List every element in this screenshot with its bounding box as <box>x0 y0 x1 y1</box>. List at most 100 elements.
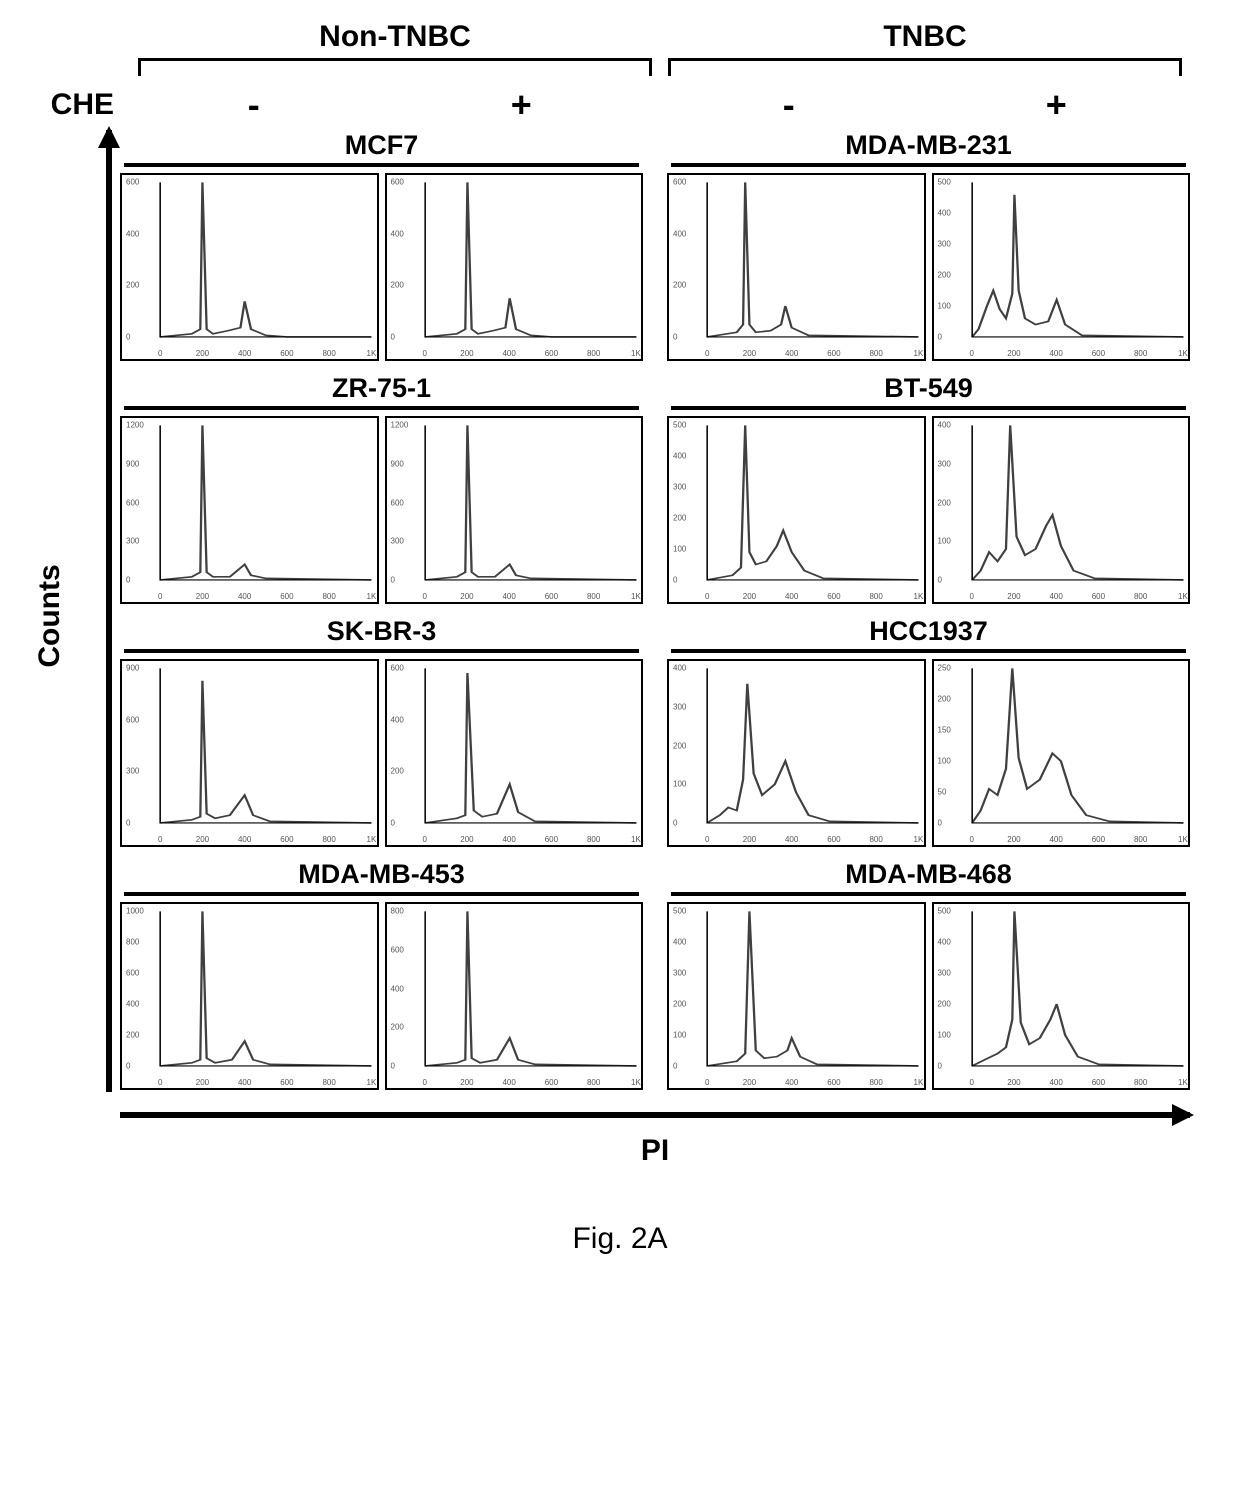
y-tick: 400 <box>391 715 404 724</box>
cell-row: SK-BR-3030060090002004006008001K02004006… <box>120 616 1190 847</box>
y-tick: 200 <box>391 281 404 290</box>
y-tick: 300 <box>673 483 686 492</box>
figure-container: Non-TNBC TNBC CHE - + - + Counts MCF7020… <box>20 20 1220 1256</box>
x-tick: 0 <box>969 592 973 601</box>
y-tick: 0 <box>938 818 942 827</box>
y-axis: Counts <box>20 130 120 1102</box>
y-tick: 0 <box>938 575 942 584</box>
y-tick: 200 <box>673 514 686 523</box>
y-axis-label: Counts <box>33 564 67 667</box>
x-tick: 800 <box>587 835 600 844</box>
underline-icon <box>671 892 1186 896</box>
x-tick: 400 <box>502 592 515 601</box>
x-tick: 0 <box>158 592 162 601</box>
x-tick: 1K <box>367 1078 377 1087</box>
cell-line-title: MDA-MB-453 <box>120 859 643 890</box>
x-axis-label: PI <box>641 1134 669 1168</box>
histogram-panel: 0300600900120002004006008001K <box>120 416 379 604</box>
y-tick: 0 <box>673 332 677 341</box>
x-axis: PI <box>120 1102 1190 1172</box>
panel-area: Counts MCF7020040060002004006008001K0200… <box>20 130 1220 1102</box>
x-tick: 200 <box>1007 349 1020 358</box>
y-tick: 400 <box>126 229 139 238</box>
histogram-panel: 010020030040050002004006008001K <box>932 902 1191 1090</box>
x-tick: 0 <box>422 349 426 358</box>
x-tick: 200 <box>196 1078 209 1087</box>
x-tick: 1K <box>631 1078 641 1087</box>
x-tick: 200 <box>460 1078 473 1087</box>
group-label-nontnbc: Non-TNBC <box>130 20 660 76</box>
x-tick: 1K <box>367 592 377 601</box>
y-tick: 200 <box>673 281 686 290</box>
y-tick: 500 <box>938 907 951 916</box>
y-tick: 200 <box>673 1000 686 1009</box>
x-tick: 1K <box>1178 349 1188 358</box>
x-tick: 600 <box>280 835 293 844</box>
figure-caption: Fig. 2A <box>20 1222 1220 1256</box>
y-tick: 400 <box>126 1000 139 1009</box>
histogram-pair: 0300600900120002004006008001K03006009001… <box>120 416 643 604</box>
cell-row: MDA-MB-453020040060080010000200400600800… <box>120 859 1190 1090</box>
x-tick: 600 <box>280 1078 293 1087</box>
y-tick: 100 <box>938 537 951 546</box>
histogram-panel: 020040060002004006008001K <box>120 173 379 361</box>
y-tick: 0 <box>673 575 677 584</box>
y-tick: 0 <box>391 332 395 341</box>
x-tick: 1K <box>631 349 641 358</box>
y-tick: 900 <box>126 664 139 673</box>
underline-icon <box>671 163 1186 167</box>
x-tick: 800 <box>869 1078 882 1087</box>
y-tick: 50 <box>938 788 947 797</box>
cell-line-title: BT-549 <box>667 373 1190 404</box>
x-tick: 800 <box>869 835 882 844</box>
y-tick: 400 <box>938 421 951 430</box>
y-tick: 600 <box>673 178 686 187</box>
y-tick: 0 <box>391 575 395 584</box>
y-tick: 600 <box>126 498 139 507</box>
underline-icon <box>671 649 1186 653</box>
x-tick: 600 <box>1092 1078 1105 1087</box>
y-tick: 500 <box>673 907 686 916</box>
x-tick: 400 <box>502 349 515 358</box>
y-tick: 200 <box>938 695 951 704</box>
x-tick: 400 <box>502 835 515 844</box>
y-tick: 1200 <box>126 421 144 430</box>
x-tick: 1K <box>914 1078 924 1087</box>
y-tick: 300 <box>938 460 951 469</box>
y-tick: 200 <box>938 271 951 280</box>
y-tick: 400 <box>673 229 686 238</box>
y-tick: 400 <box>673 452 686 461</box>
x-tick: 0 <box>969 835 973 844</box>
x-tick: 800 <box>1134 349 1147 358</box>
y-tick: 0 <box>673 818 677 827</box>
x-tick: 0 <box>705 349 709 358</box>
x-tick: 600 <box>545 349 558 358</box>
y-tick: 600 <box>126 969 139 978</box>
x-tick: 800 <box>587 1078 600 1087</box>
cell-col: ZR-75-10300600900120002004006008001K0300… <box>120 373 643 604</box>
underline-icon <box>124 163 639 167</box>
histogram-grid: MCF7020040060002004006008001K02004006000… <box>120 130 1190 1102</box>
x-tick: 400 <box>785 349 798 358</box>
x-tick: 800 <box>587 349 600 358</box>
underline-icon <box>671 406 1186 410</box>
y-tick: 200 <box>938 498 951 507</box>
x-tick: 1K <box>367 349 377 358</box>
histogram-panel: 020040060002004006008001K <box>385 659 644 847</box>
histogram-pair: 0200400600800100002004006008001K02004006… <box>120 902 643 1090</box>
y-tick: 400 <box>673 938 686 947</box>
x-tick: 0 <box>422 1078 426 1087</box>
x-tick: 400 <box>238 592 251 601</box>
y-tick: 300 <box>938 969 951 978</box>
x-tick: 400 <box>1049 1078 1062 1087</box>
y-tick: 0 <box>126 1061 130 1070</box>
underline-icon <box>124 649 639 653</box>
x-tick: 600 <box>280 349 293 358</box>
y-tick: 0 <box>391 818 395 827</box>
x-tick: 400 <box>1049 592 1062 601</box>
y-tick: 400 <box>938 938 951 947</box>
x-tick: 800 <box>1134 1078 1147 1087</box>
x-tick: 0 <box>969 1078 973 1087</box>
x-tick: 600 <box>827 592 840 601</box>
x-tick: 1K <box>914 349 924 358</box>
